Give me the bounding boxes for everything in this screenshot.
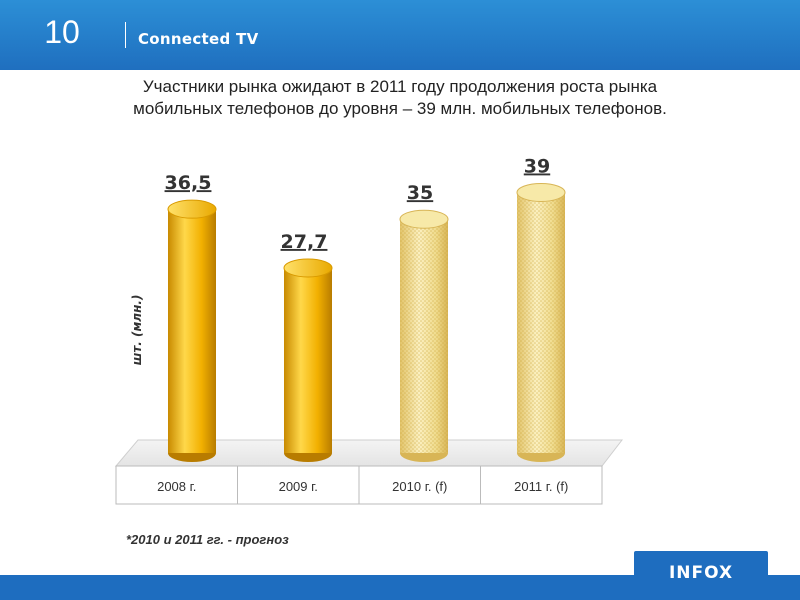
bar-texture — [517, 192, 565, 454]
bar-cap — [399, 209, 449, 229]
section-title: Connected TV — [138, 30, 259, 48]
slide-number: 10 — [44, 14, 80, 50]
y-axis-label: шт. (млн.) — [130, 295, 144, 366]
bar-body — [168, 209, 216, 453]
value-label-4: 39 — [524, 155, 550, 177]
headline: Участники рынка ожидают в 2011 году прод… — [133, 77, 667, 118]
bar-body — [284, 267, 332, 453]
bar-1 — [167, 199, 217, 462]
value-label-1: 36,5 — [165, 172, 212, 194]
category-label-1: 2008 г. — [157, 479, 196, 494]
bar-4 — [516, 182, 566, 462]
category-label-4: 2011 г. (f) — [514, 479, 568, 494]
header-divider — [125, 22, 126, 48]
infox-logo: INFOX — [634, 551, 768, 600]
bar-cap — [167, 199, 217, 219]
bar-texture — [400, 219, 448, 453]
bar-cap — [283, 258, 333, 278]
forecast-footnote: *2010 и 2011 гг. - прогноз — [126, 532, 289, 547]
value-label-2: 27,7 — [281, 231, 328, 253]
logo-text: INFOX — [668, 563, 734, 583]
header-bar: 10 Connected TV — [0, 0, 800, 70]
category-label-3: 2010 г. (f) — [392, 479, 447, 494]
bar-2 — [283, 258, 333, 462]
bar-cap — [516, 182, 566, 202]
bar-3 — [399, 209, 449, 462]
value-label-3: 35 — [407, 182, 433, 204]
category-label-2: 2009 г. — [279, 479, 318, 494]
